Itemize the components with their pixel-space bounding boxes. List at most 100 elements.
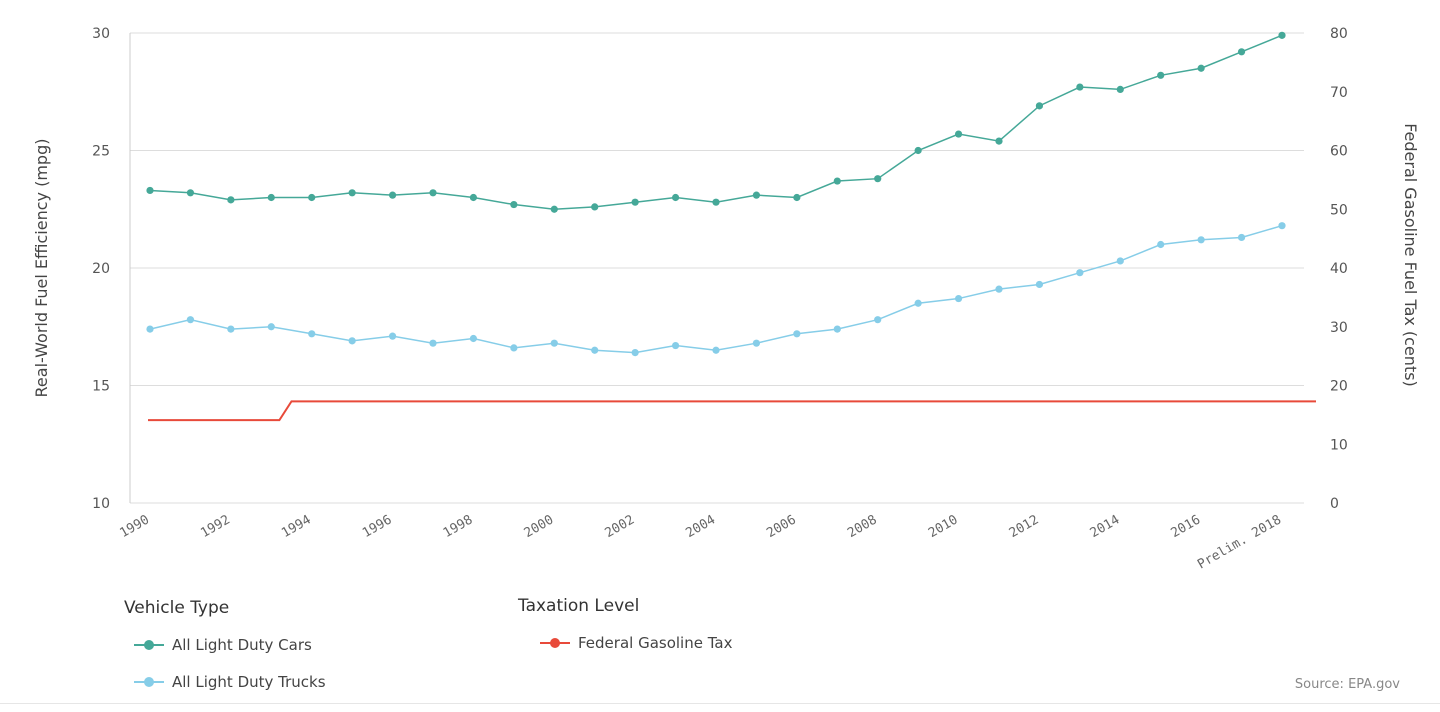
legend-label-trucks: All Light Duty Trucks: [172, 673, 326, 691]
x-tick-0: 1990: [117, 512, 152, 541]
x-tick-14: 2004: [683, 512, 718, 541]
point-all-light-duty-trucks-23: [1076, 269, 1084, 277]
point-all-light-duty-trucks-6: [388, 332, 397, 340]
point-all-light-duty-cars-20: [954, 130, 963, 138]
point-all-light-duty-cars-11: [591, 203, 599, 211]
grid-lines: [130, 32, 1304, 504]
point-all-light-duty-trucks-4: [308, 330, 316, 338]
x-tick-28: Prelim. 2018: [1195, 512, 1284, 572]
point-all-light-duty-cars-19: [914, 146, 922, 155]
point-all-light-duty-trucks-12: [631, 349, 639, 357]
legend-item-gas-tax[interactable]: Federal Gasoline Tax: [540, 634, 732, 652]
y-tick-right-30: 30: [1330, 320, 1348, 336]
point-all-light-duty-cars-24: [1116, 85, 1124, 93]
point-all-light-duty-cars-9: [510, 200, 518, 209]
y-tick-right-40: 40: [1330, 261, 1348, 277]
point-all-light-duty-trucks-28: [1278, 222, 1286, 230]
point-all-light-duty-trucks-1: [186, 316, 195, 324]
series-line-all-light-duty-cars: [149, 34, 1283, 211]
x-tick-10: 2000: [522, 512, 557, 541]
y-axis-left-title: Real-World Fuel Efficiency (mpg): [32, 139, 51, 398]
point-all-light-duty-trucks-21: [995, 285, 1003, 293]
labels: 10 15 20 25 30 0 10 20 30 40 50 60 70 80 1990 1992 1994 1…: [32, 26, 1420, 572]
x-tick-4: 1994: [279, 512, 314, 541]
point-all-light-duty-cars-8: [469, 193, 478, 202]
point-all-light-duty-trucks-13: [671, 341, 680, 350]
y-tick-left-30: 30: [92, 26, 110, 42]
point-all-light-duty-cars-17: [833, 177, 841, 185]
legend-item-cars[interactable]: All Light Duty Cars: [134, 636, 312, 654]
point-all-light-duty-cars-4: [308, 193, 316, 202]
point-all-light-duty-trucks-18: [874, 316, 882, 324]
point-all-light-duty-trucks-11: [591, 346, 599, 354]
point-all-light-duty-trucks-2: [227, 325, 235, 333]
legend-label-cars: All Light Duty Cars: [172, 636, 312, 654]
point-all-light-duty-trucks-8: [469, 334, 478, 343]
point-all-light-duty-trucks-9: [510, 344, 518, 352]
point-all-light-duty-cars-6: [388, 191, 397, 199]
y-tick-left-25: 25: [92, 144, 110, 160]
point-all-light-duty-trucks-17: [833, 325, 841, 333]
legend-heading-taxation-level: Taxation Level: [518, 596, 640, 616]
point-all-light-duty-cars-13: [671, 193, 680, 202]
legend-item-trucks[interactable]: All Light Duty Trucks: [134, 673, 326, 691]
point-all-light-duty-cars-7: [429, 189, 437, 197]
point-all-light-duty-trucks-27: [1237, 233, 1246, 242]
y-tick-right-70: 70: [1330, 85, 1348, 101]
x-tick-26: 2016: [1169, 512, 1204, 541]
x-tick-24: 2014: [1088, 512, 1123, 541]
point-all-light-duty-cars-25: [1157, 71, 1165, 79]
point-all-light-duty-cars-23: [1076, 83, 1084, 91]
point-all-light-duty-trucks-15: [752, 339, 761, 347]
x-tick-2: 1992: [198, 512, 233, 541]
y-tick-left-10: 10: [92, 496, 110, 512]
point-all-light-duty-trucks-22: [1035, 280, 1044, 289]
point-all-light-duty-cars-10: [550, 205, 558, 213]
y-axis-right-title: Federal Gasoline Fuel Tax (cents): [1401, 123, 1420, 387]
legend-swatch-gas-tax: [540, 637, 570, 649]
x-tick-18: 2008: [845, 512, 880, 541]
point-all-light-duty-cars-28: [1278, 31, 1286, 39]
y-tick-right-50: 50: [1330, 202, 1348, 218]
legend-label-gas-tax: Federal Gasoline Tax: [578, 634, 733, 652]
legend-swatch-cars: [134, 639, 164, 651]
point-all-light-duty-cars-27: [1237, 48, 1246, 56]
point-all-light-duty-cars-2: [227, 196, 235, 204]
point-all-light-duty-trucks-16: [793, 330, 801, 338]
point-all-light-duty-trucks-25: [1157, 240, 1165, 249]
bottom-divider: [0, 703, 1440, 704]
series-line-all-light-duty-trucks: [149, 224, 1283, 354]
point-all-light-duty-trucks-20: [954, 294, 963, 303]
point-all-light-duty-trucks-26: [1197, 236, 1205, 244]
series-layer: [146, 31, 1316, 422]
point-all-light-duty-cars-14: [712, 198, 720, 206]
x-tick-6: 1996: [360, 512, 395, 541]
point-all-light-duty-cars-15: [752, 191, 761, 199]
x-tick-12: 2002: [603, 512, 638, 541]
y-tick-right-80: 80: [1330, 26, 1348, 42]
point-all-light-duty-trucks-10: [550, 339, 558, 347]
point-all-light-duty-cars-3: [267, 193, 275, 202]
y-tick-left-15: 15: [92, 379, 110, 395]
source-note: Source: EPA.gov: [1294, 677, 1400, 692]
x-tick-20: 2010: [926, 512, 961, 541]
point-all-light-duty-cars-5: [348, 189, 356, 197]
point-all-light-duty-trucks-5: [348, 337, 356, 345]
point-all-light-duty-cars-12: [631, 198, 639, 206]
point-all-light-duty-cars-16: [793, 193, 801, 202]
point-all-light-duty-cars-0: [146, 186, 154, 195]
x-tick-22: 2012: [1007, 512, 1042, 541]
y-tick-right-0: 0: [1330, 496, 1339, 512]
x-tick-16: 2006: [764, 512, 799, 541]
y-tick-left-20: 20: [92, 261, 110, 277]
point-all-light-duty-trucks-7: [429, 339, 437, 347]
point-all-light-duty-trucks-19: [914, 299, 922, 307]
point-all-light-duty-trucks-24: [1116, 257, 1124, 265]
point-all-light-duty-trucks-0: [146, 325, 154, 333]
series-line-federal-gasoline-tax: [148, 400, 1316, 422]
y-tick-right-60: 60: [1330, 144, 1348, 160]
point-all-light-duty-cars-21: [995, 137, 1003, 145]
point-all-light-duty-cars-22: [1035, 102, 1044, 110]
legend-heading-vehicle-type: Vehicle Type: [124, 598, 230, 618]
